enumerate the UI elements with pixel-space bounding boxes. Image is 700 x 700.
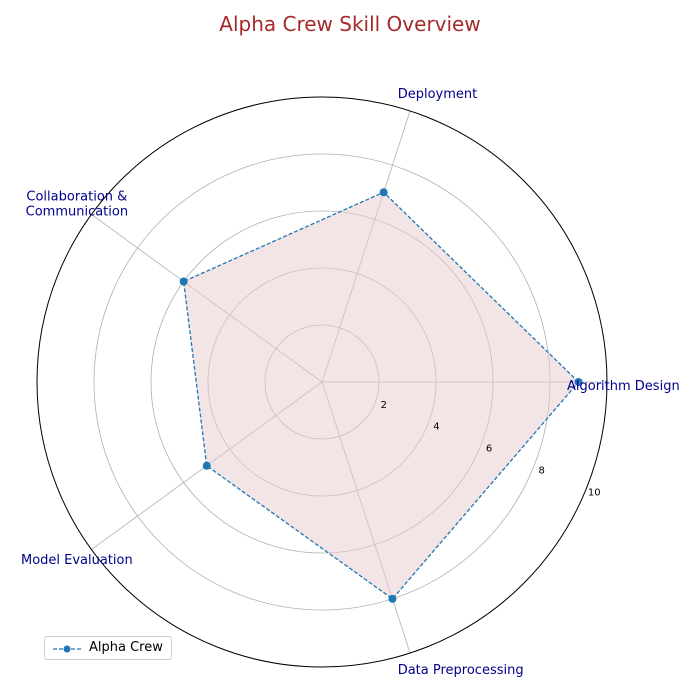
data-point-4	[388, 594, 397, 603]
series-area	[183, 192, 579, 599]
radial-tick-label-2: 6	[486, 444, 492, 455]
legend-marker-icon	[53, 645, 81, 653]
radial-tick-label-3: 8	[538, 466, 544, 477]
data-point-1	[379, 188, 388, 197]
category-label-4: Data Preprocessing	[398, 663, 524, 678]
series-line	[182, 191, 580, 600]
legend-label: Alpha Crew	[89, 640, 163, 655]
chart-title: Alpha Crew Skill Overview	[219, 12, 481, 36]
radial-tick-label-4: 10	[588, 488, 601, 499]
radial-tick-label-1: 4	[433, 422, 439, 433]
legend: Alpha Crew	[44, 636, 172, 660]
data-point-2	[179, 277, 188, 286]
radial-tick-label-0: 2	[381, 400, 387, 411]
category-label-1: Deployment	[398, 87, 478, 102]
data-point-3	[202, 461, 211, 470]
outer-frame	[36, 96, 608, 668]
category-label-3: Model Evaluation	[21, 553, 133, 568]
category-label-2: Collaboration & Communication	[26, 189, 128, 219]
data-point-0	[574, 378, 583, 386]
category-label-0: Algorithm Design	[567, 379, 680, 394]
